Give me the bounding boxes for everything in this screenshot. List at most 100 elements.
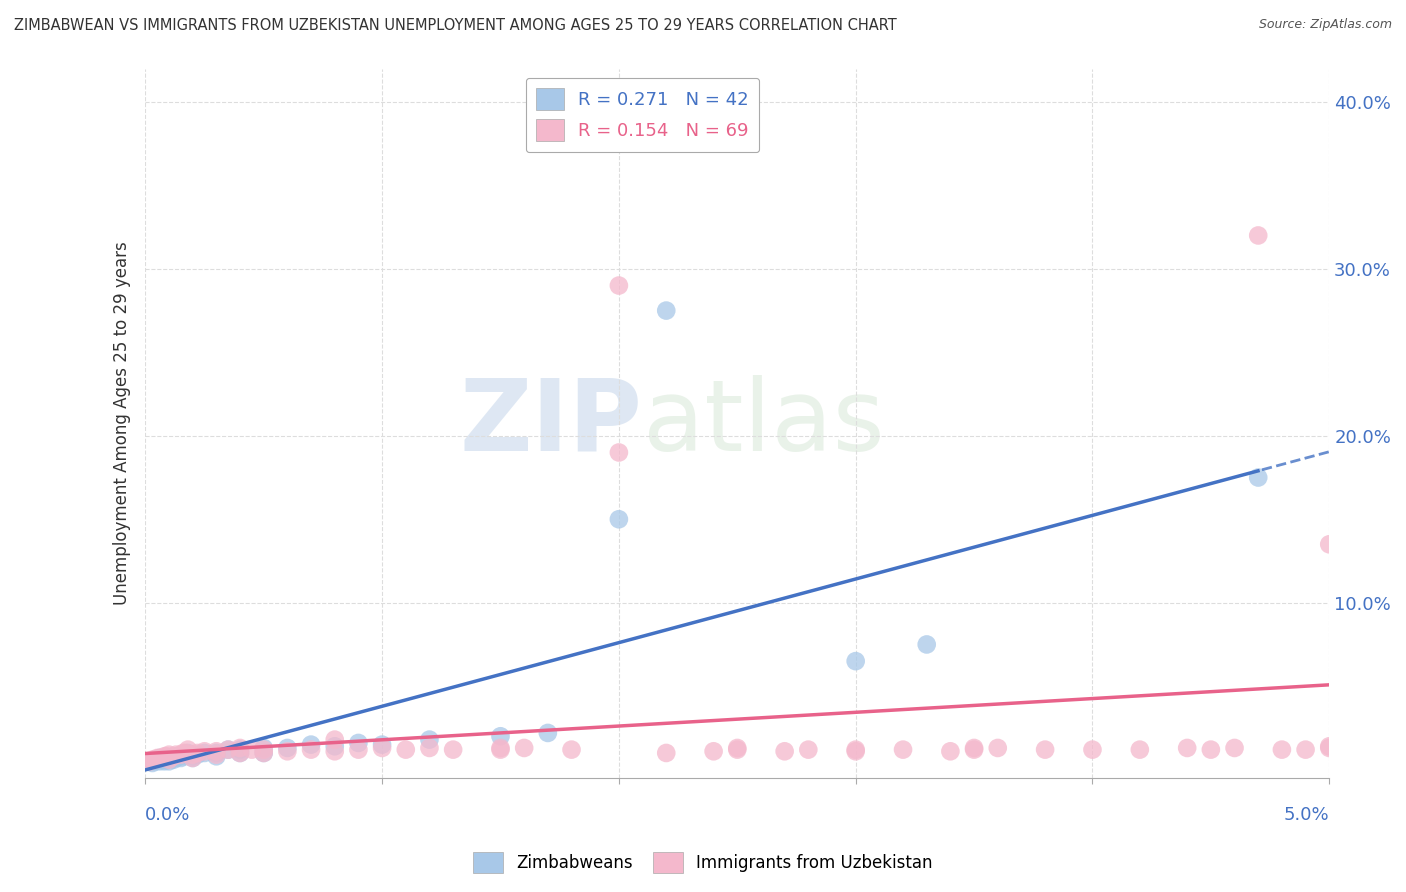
Point [172, 749, 194, 764]
Point [299, 742, 322, 756]
Point [1175, 741, 1198, 756]
Point [148, 751, 170, 765]
Point [607, 278, 630, 293]
Point [146, 753, 169, 767]
Point [143, 753, 166, 767]
Point [963, 741, 986, 756]
Point [418, 732, 440, 747]
Point [157, 747, 180, 762]
Point [240, 742, 263, 756]
Point [170, 751, 193, 765]
Point [136, 754, 159, 768]
Point [141, 756, 163, 770]
Point [229, 746, 252, 760]
Point [148, 754, 170, 768]
Point [181, 749, 204, 764]
Point [157, 753, 180, 767]
Point [607, 512, 630, 526]
Point [323, 739, 346, 754]
Point [141, 753, 163, 767]
Point [150, 753, 173, 767]
Legend: R = 0.271   N = 42, R = 0.154   N = 69: R = 0.271 N = 42, R = 0.154 N = 69 [526, 78, 759, 153]
Point [156, 753, 179, 767]
Point [153, 749, 176, 764]
Point [205, 746, 228, 760]
Point [1295, 742, 1317, 756]
Point [987, 741, 1010, 756]
Point [229, 746, 252, 760]
Point [276, 741, 298, 756]
Point [725, 742, 748, 756]
Point [963, 742, 986, 756]
Point [560, 742, 582, 756]
Point [174, 746, 197, 760]
Point [845, 744, 868, 758]
Point [217, 742, 239, 756]
Point [253, 746, 276, 760]
Point [157, 754, 180, 768]
Point [607, 445, 630, 459]
Point [253, 741, 276, 756]
Point [845, 742, 868, 756]
Point [1033, 742, 1056, 756]
Point [163, 749, 186, 764]
Point [655, 303, 678, 318]
Point [193, 744, 215, 758]
Text: Source: ZipAtlas.com: Source: ZipAtlas.com [1258, 18, 1392, 31]
Point [165, 747, 187, 762]
Point [148, 751, 170, 765]
Point [371, 741, 394, 756]
Point [655, 746, 678, 760]
Point [1081, 742, 1104, 756]
Point [165, 751, 187, 765]
Text: 0.0%: 0.0% [145, 806, 191, 824]
Text: atlas: atlas [643, 375, 884, 472]
Point [489, 741, 512, 756]
Point [139, 754, 162, 768]
Point [489, 742, 512, 756]
Point [725, 741, 748, 756]
Legend: Zimbabweans, Immigrants from Uzbekistan: Zimbabweans, Immigrants from Uzbekistan [467, 846, 939, 880]
Point [146, 751, 169, 765]
Point [347, 742, 370, 756]
Y-axis label: Unemployment Among Ages 25 to 29 years: Unemployment Among Ages 25 to 29 years [114, 242, 131, 605]
Point [157, 751, 180, 765]
Point [174, 747, 197, 762]
Point [915, 637, 938, 651]
Point [513, 741, 536, 756]
Point [1223, 741, 1246, 756]
Point [1317, 741, 1340, 756]
Point [229, 742, 252, 756]
Point [181, 751, 204, 765]
Point [891, 742, 914, 756]
Point [181, 747, 204, 762]
Point [418, 741, 440, 756]
Point [395, 742, 418, 756]
Point [939, 744, 962, 758]
Point [177, 742, 200, 756]
Point [253, 746, 276, 760]
Point [205, 744, 228, 758]
Point [205, 747, 228, 762]
Point [167, 749, 190, 764]
Point [347, 736, 370, 750]
Text: ZIMBABWEAN VS IMMIGRANTS FROM UZBEKISTAN UNEMPLOYMENT AMONG AGES 25 TO 29 YEARS : ZIMBABWEAN VS IMMIGRANTS FROM UZBEKISTAN… [14, 18, 897, 33]
Point [1247, 470, 1270, 484]
Point [323, 744, 346, 758]
Point [1247, 228, 1270, 243]
Point [1129, 742, 1152, 756]
Point [150, 751, 173, 765]
Point [1271, 742, 1294, 756]
Point [217, 742, 239, 756]
Point [797, 742, 820, 756]
Point [845, 654, 868, 668]
Point [170, 747, 193, 762]
Point [177, 746, 200, 760]
Point [703, 744, 725, 758]
Point [186, 746, 208, 760]
Point [156, 749, 179, 764]
Point [371, 738, 394, 752]
Point [299, 738, 322, 752]
Point [172, 746, 194, 760]
Point [1317, 739, 1340, 754]
